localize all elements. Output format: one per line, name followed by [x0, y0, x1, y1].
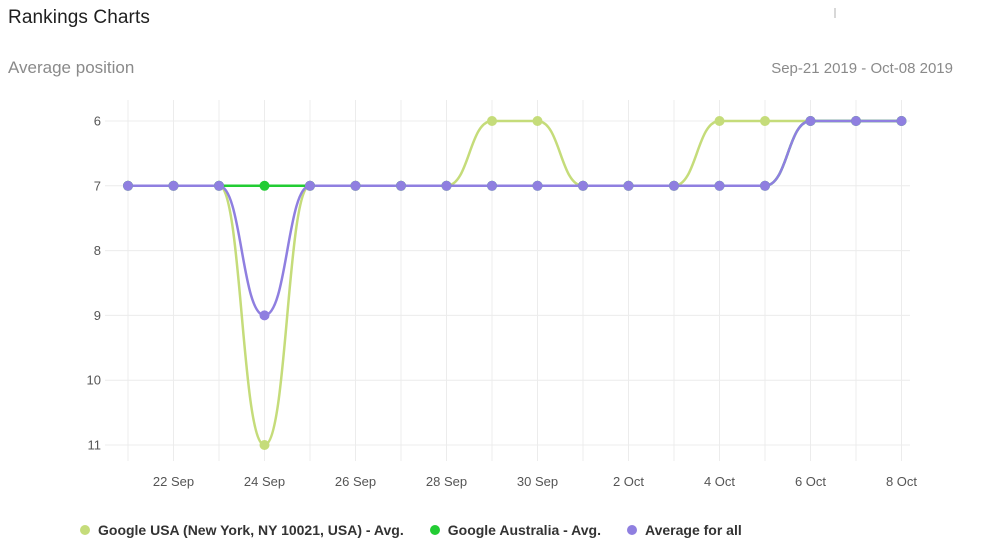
x-tick-label: 22 Sep: [153, 474, 194, 489]
legend-swatch: [627, 525, 637, 535]
series-line-google-australia-avg: [127, 119, 902, 188]
data-point-average-for-all[interactable]: [851, 116, 861, 126]
data-point-google-usa-new-york-ny-10021-usa-avg[interactable]: [714, 116, 725, 126]
data-point-average-for-all[interactable]: [578, 180, 588, 191]
data-point-google-usa-new-york-ny-10021-usa-avg[interactable]: [532, 116, 543, 126]
data-point-average-for-all[interactable]: [305, 180, 315, 191]
x-tick-label: 4 Oct: [704, 474, 735, 489]
data-point-google-usa-new-york-ny-10021-usa-avg[interactable]: [487, 116, 497, 126]
series-lines: [127, 119, 902, 447]
x-tick-label: 30 Sep: [517, 474, 558, 489]
y-tick-label: 9: [94, 308, 101, 323]
series-line-average-for-all: [127, 119, 902, 317]
data-point-average-for-all[interactable]: [714, 180, 725, 191]
series-points[interactable]: [123, 116, 907, 450]
data-point-average-for-all[interactable]: [168, 180, 179, 191]
data-point-average-for-all[interactable]: [487, 180, 497, 191]
x-tick-label: 2 Oct: [613, 474, 644, 489]
series-line-google-usa-new-york-ny-10021-usa-avg: [127, 119, 902, 447]
date-range-label[interactable]: Sep-21 2019 - Oct-08 2019: [771, 60, 953, 77]
legend-label: Google Australia - Avg.: [447, 522, 601, 538]
grid-lines: [105, 100, 910, 461]
y-tick-label: 11: [88, 438, 102, 453]
data-point-average-for-all[interactable]: [350, 180, 361, 191]
legend-swatch: [429, 525, 440, 535]
y-tick-label: 10: [87, 373, 101, 388]
corner-mark: [834, 8, 836, 18]
x-axis-ticks: 22 Sep 24 Sep 26 Sep 28 Sep 30 Sep 2 Oct 4 Oct…: [153, 474, 918, 489]
data-point-average-for-all[interactable]: [214, 180, 224, 191]
y-tick-label: 7: [94, 178, 101, 193]
data-point-average-for-all[interactable]: [760, 180, 770, 191]
data-point-average-for-all[interactable]: [623, 180, 634, 191]
legend-label: Average for all: [645, 522, 742, 538]
chart-legend: Google USA (New York, NY 10021, USA) - A…: [80, 522, 742, 538]
x-tick-label: 24 Sep: [244, 474, 285, 489]
data-point-average-for-all[interactable]: [396, 180, 406, 191]
x-tick-label: 8 Oct: [886, 474, 917, 489]
data-point-average-for-all[interactable]: [123, 180, 133, 191]
data-point-average-for-all[interactable]: [896, 116, 907, 126]
data-point-average-for-all[interactable]: [805, 116, 816, 126]
legend-swatch: [80, 525, 90, 535]
legend-item[interactable]: Google USA (New York, NY 10021, USA) - A…: [80, 522, 404, 538]
legend-label: Google USA (New York, NY 10021, USA) - A…: [98, 522, 404, 538]
legend-item[interactable]: Average for all: [627, 522, 742, 538]
data-point-google-usa-new-york-ny-10021-usa-avg[interactable]: [760, 116, 770, 126]
y-axis-ticks: 6 7 8 9 10 11: [87, 114, 101, 453]
page-title: Rankings Charts: [8, 7, 150, 28]
x-tick-label: 26 Sep: [335, 474, 376, 489]
legend-item[interactable]: Google Australia - Avg.: [429, 522, 601, 538]
chart-subtitle: Average position: [8, 58, 135, 77]
data-point-google-usa-new-york-ny-10021-usa-avg[interactable]: [259, 440, 270, 450]
data-point-average-for-all[interactable]: [441, 180, 452, 191]
data-point-average-for-all[interactable]: [259, 310, 270, 321]
data-point-average-for-all[interactable]: [532, 180, 543, 191]
data-point-google-australia-avg[interactable]: [259, 180, 270, 191]
y-tick-label: 8: [94, 243, 101, 258]
data-point-average-for-all[interactable]: [669, 180, 679, 191]
x-tick-label: 28 Sep: [426, 474, 467, 489]
x-tick-label: 6 Oct: [795, 474, 826, 489]
y-tick-label: 6: [94, 114, 101, 129]
